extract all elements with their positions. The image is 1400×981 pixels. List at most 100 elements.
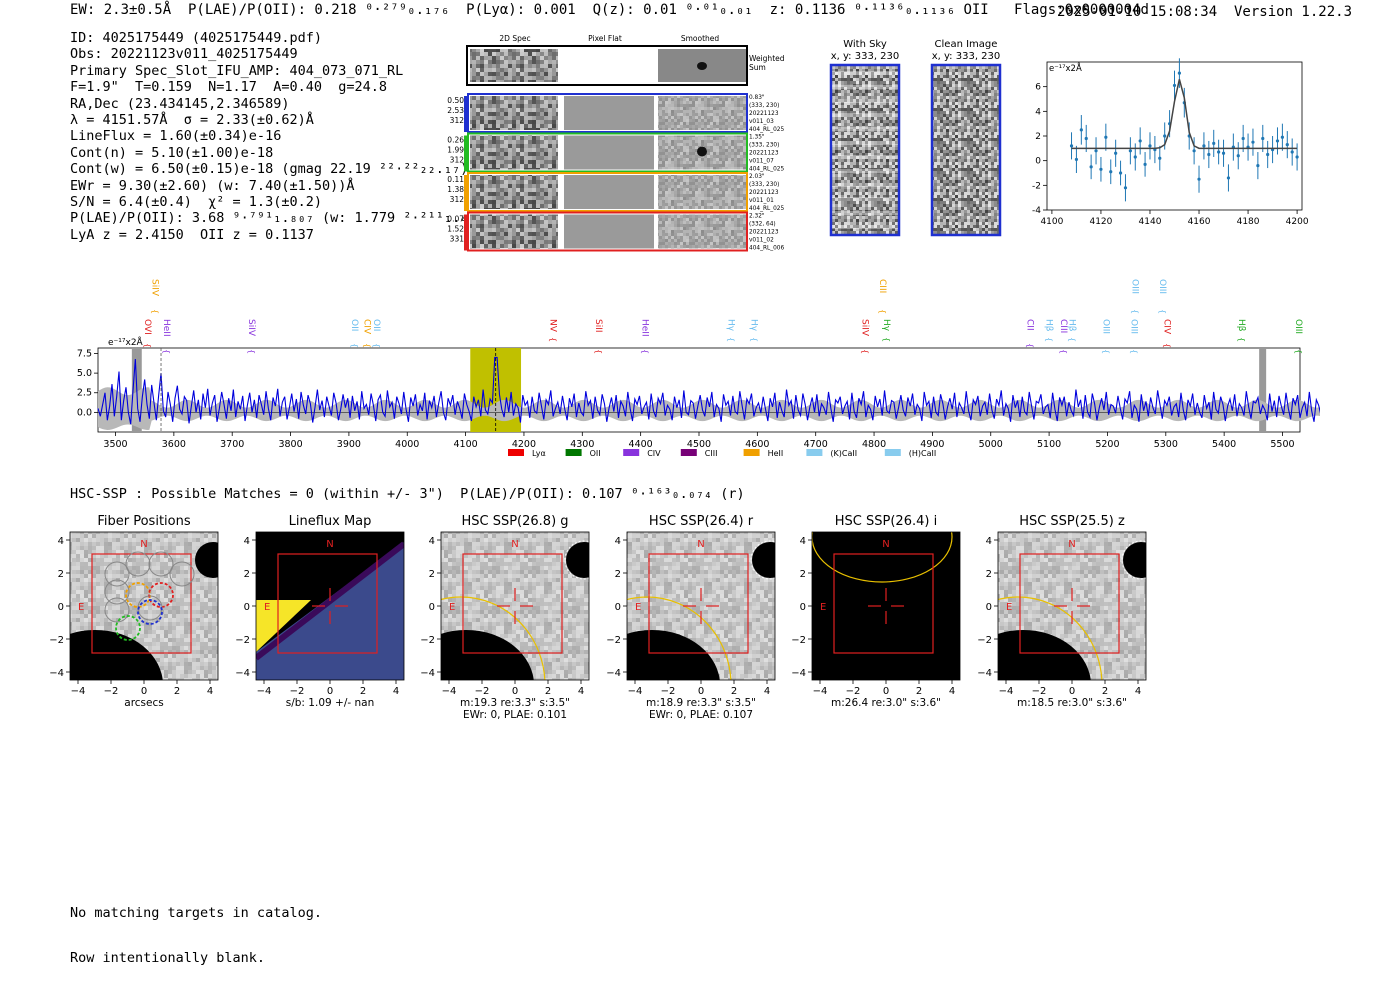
fiber-circle	[169, 561, 195, 587]
cutout-xtick-label: 0	[883, 686, 889, 697]
spectral-line-label: Hγ	[749, 319, 759, 332]
zoom-data-point	[1094, 149, 1098, 153]
spectral-line-label: OII	[349, 319, 359, 331]
cutout-xtick-label: −4	[813, 686, 828, 697]
info-line: ID: 4025175449 (4025175449.pdf)	[70, 30, 322, 46]
info-line: LineFlux = 1.60(±0.34)e-16	[70, 128, 282, 145]
fiber-circle	[148, 551, 174, 577]
info-line: RA,Dec (23.434145,2.346589)	[70, 95, 290, 112]
spectral-line-label: CIII	[877, 279, 887, 293]
spectrum-xtick-label: 3900	[337, 439, 361, 450]
sky-stripe	[832, 113, 898, 117]
cutout-xtick-label: −4	[442, 686, 457, 697]
zoom-data-point	[1163, 134, 1167, 138]
legend-swatch	[623, 449, 640, 456]
spectrum-ytick-label: 0.0	[77, 407, 92, 418]
cutout-title: Lineflux Map	[289, 514, 372, 529]
fiber-circle	[125, 582, 151, 608]
fiber-row-note: 2.03"	[749, 174, 765, 180]
cutout-ytick-label: 4	[800, 536, 806, 547]
info-line: Obs: 20221123v011_4025175449	[70, 46, 298, 63]
spectral-line-label: CII	[1025, 319, 1035, 331]
fiber-row-note: 404_RL_025	[749, 167, 784, 173]
cutout-xtick-label: 2	[731, 686, 737, 697]
cutout-caption: arcsecs	[124, 697, 163, 709]
zoom-ytick-label: 6	[1035, 83, 1041, 93]
zoom-data-point	[1202, 144, 1206, 148]
fiber-row-colorbar	[464, 214, 467, 251]
cutout-ytick-label: −2	[49, 635, 64, 646]
cutout-ytick-label: 2	[615, 569, 621, 580]
zoom-data-point	[1226, 176, 1231, 180]
fiber-circle	[104, 561, 130, 587]
fiber-pixel-flat	[564, 214, 654, 249]
spectral-line-label: Hγ	[725, 319, 735, 332]
spectral-line-bracket: {	[878, 309, 887, 314]
bright-galaxy	[70, 630, 163, 680]
spectral-line-bracket: {	[1101, 349, 1110, 354]
zoom-data-point	[1109, 170, 1113, 174]
aperture-box	[648, 553, 749, 654]
fiber-row-value: 1.99	[447, 146, 464, 155]
zoom-data-point	[1148, 144, 1152, 148]
spectral-line-bracket: {	[1026, 343, 1035, 348]
legend-swatch	[508, 449, 524, 456]
spectral-line-label: Hβ	[1043, 319, 1053, 332]
cutout-xtick-label: 2	[174, 686, 180, 697]
cutout-ytick-label: 2	[429, 569, 435, 580]
galaxy-ellipse	[627, 596, 732, 680]
zoom-data-point	[1251, 140, 1255, 144]
weighted-2d-spec	[470, 49, 558, 82]
lineflux-yellow	[256, 600, 311, 652]
zoom-xtick-label: 4100	[1040, 217, 1063, 227]
fiber-row-value: 0.11	[447, 175, 464, 184]
spectrum-xtick-label: 4900	[920, 439, 944, 450]
cutout-xtick-label: 4	[207, 686, 213, 697]
spectral-line-label: SiIV	[149, 279, 159, 297]
cutout-ytick-label: 2	[986, 569, 992, 580]
spectrum-xtick-label: 5100	[1037, 439, 1061, 450]
cutout-caption: m:26.4 re:3.0" s:3.6"	[831, 697, 941, 709]
cutout-ytick-label: 2	[58, 569, 64, 580]
cutout-xtick-label: 0	[512, 686, 518, 697]
fiber-smoothed	[658, 175, 746, 209]
cutout-xtick-label: 0	[327, 686, 333, 697]
fiber-row-value: 1.52	[447, 225, 464, 234]
fiber-row-value: 0.26	[447, 136, 464, 145]
zoom-data-point	[1275, 139, 1280, 143]
spectral-line-bracket: {	[350, 343, 359, 348]
sky-stripe	[832, 183, 898, 187]
compass-east: E	[820, 602, 826, 613]
spectrum-xtick-label: 5500	[1270, 439, 1294, 450]
fiber-row-note: 2.32"	[749, 214, 765, 220]
cutout-xtick-label: −2	[661, 686, 676, 697]
info-line: S/N = 6.4(±0.4) χ² = 1.3(±0.2)	[70, 194, 322, 211]
footer-line-2: Row intentionally blank.	[70, 950, 266, 966]
aperture-box	[462, 553, 563, 654]
spectral-line-bracket: {	[247, 349, 256, 354]
fiber-row-note: 20221123	[749, 111, 779, 117]
zoom-data-point	[1069, 144, 1074, 148]
bright-galaxy	[441, 630, 534, 680]
fiber-circle	[125, 551, 151, 577]
spectral-line-bracket: {	[726, 337, 735, 342]
cutout-xtick-label: −2	[104, 686, 119, 697]
fiber-row-note: v011_07	[749, 159, 774, 165]
cutout-xtick-label: −4	[257, 686, 272, 697]
spectral-line-label: OIII	[1128, 319, 1138, 334]
weighted-source-blob	[697, 62, 707, 70]
fiber-row-note: 1.35"	[749, 135, 765, 141]
zoom-ytick-label: -4	[1032, 206, 1041, 216]
spectral-line-bracket: {	[750, 337, 759, 342]
bright-star	[566, 542, 589, 578]
zoom-data-point	[1295, 155, 1299, 159]
legend-swatch	[743, 449, 760, 456]
cutout-ytick-label: 4	[58, 536, 64, 547]
zoom-ytick-label: -2	[1032, 181, 1041, 191]
zoom-data-point	[1221, 151, 1226, 155]
cutout-row: Fiber Positions N E −4 −2 0 2 4 4 2 0 −2 −4 arcsecs Li…	[40, 510, 1180, 725]
cutout-title: HSC SSP(26.8) g	[461, 514, 568, 529]
zoom-data-point	[1217, 150, 1221, 154]
zoom-data-point	[1241, 136, 1245, 141]
